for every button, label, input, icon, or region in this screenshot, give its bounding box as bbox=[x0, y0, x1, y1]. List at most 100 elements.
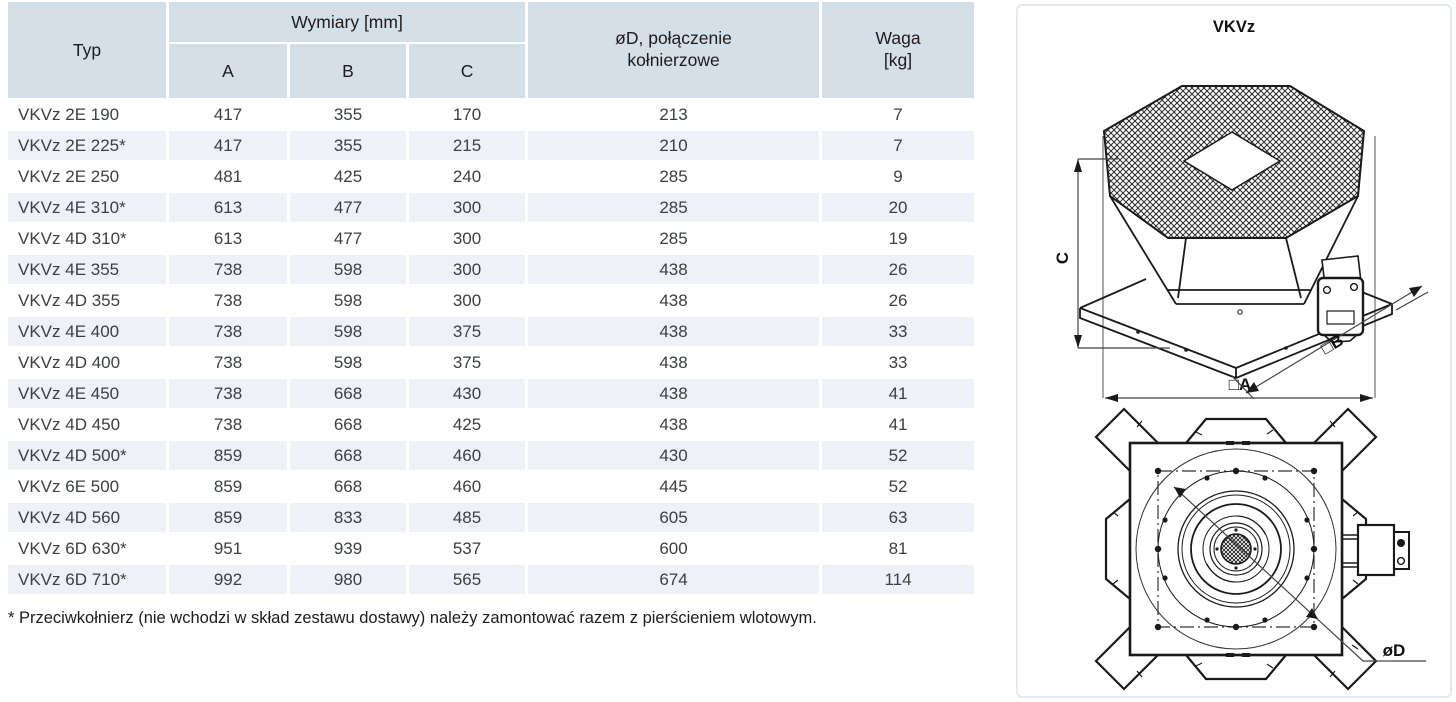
cell-c: 170 bbox=[409, 100, 526, 129]
cell-c: 460 bbox=[409, 441, 526, 470]
table-row: VKVz 4D 450 738 668 425 438 41 bbox=[8, 410, 975, 439]
cell-a: 859 bbox=[169, 472, 287, 501]
cell-waga: 7 bbox=[822, 100, 975, 129]
cell-c: 300 bbox=[409, 255, 526, 284]
cell-typ: VKVz 2E 250 bbox=[8, 162, 166, 191]
cell-waga: 52 bbox=[822, 472, 975, 501]
cell-typ: VKVz 4D 310* bbox=[8, 224, 166, 253]
cell-a: 417 bbox=[169, 100, 287, 129]
base-plate bbox=[1079, 276, 1393, 379]
cell-typ: VKVz 4E 450 bbox=[8, 379, 166, 408]
cell-waga: 26 bbox=[822, 255, 975, 284]
cell-a: 613 bbox=[169, 193, 287, 222]
dim-label-c: C bbox=[1053, 252, 1072, 264]
table-row: VKVz 6E 500 859 668 460 445 52 bbox=[8, 472, 975, 501]
cell-a: 738 bbox=[169, 348, 287, 377]
cell-d: 438 bbox=[528, 255, 820, 284]
cell-waga: 114 bbox=[822, 565, 975, 594]
drawing-panel: VKVz bbox=[1016, 4, 1452, 698]
table-row: VKVz 4D 500* 859 668 460 430 52 bbox=[8, 441, 975, 470]
drawing-title: VKVz bbox=[1212, 18, 1256, 36]
cell-a: 992 bbox=[169, 565, 287, 594]
cell-b: 355 bbox=[290, 131, 406, 160]
cell-typ: VKVz 4E 310* bbox=[8, 193, 166, 222]
cell-b: 477 bbox=[290, 193, 406, 222]
cell-waga: 41 bbox=[822, 410, 975, 439]
cell-d: 438 bbox=[528, 348, 820, 377]
cell-a: 613 bbox=[169, 224, 287, 253]
table-row: VKVz 6D 710* 992 980 565 674 114 bbox=[8, 565, 975, 594]
flange-diameter-label: øD, połączenie kołnierzowe bbox=[615, 28, 732, 70]
col-header-a: A bbox=[169, 44, 287, 98]
junction-box bbox=[1316, 255, 1365, 343]
table-row: VKVz 4E 310* 613 477 300 285 20 bbox=[8, 193, 975, 222]
hub-screws bbox=[1215, 528, 1257, 570]
cell-d: 285 bbox=[528, 162, 820, 191]
cell-d: 438 bbox=[528, 286, 820, 315]
table-row: VKVz 4D 560 859 833 485 605 63 bbox=[8, 503, 975, 532]
isometric-view-drawing: C □A □B bbox=[1053, 85, 1429, 402]
cell-waga: 7 bbox=[822, 131, 975, 160]
dimensions-table-section: Typ Wymiary [mm] øD, połączenie kołnierz… bbox=[5, 0, 980, 628]
plan-junction-box bbox=[1342, 523, 1410, 577]
table-row: VKVz 4D 400 738 598 375 438 33 bbox=[8, 348, 975, 377]
motor-hub bbox=[1220, 533, 1252, 565]
cell-b: 425 bbox=[290, 162, 406, 191]
cell-b: 598 bbox=[290, 286, 406, 315]
cell-typ: VKVz 4D 450 bbox=[8, 410, 166, 439]
cell-waga: 33 bbox=[822, 348, 975, 377]
fan-body bbox=[1109, 195, 1359, 305]
cell-c: 375 bbox=[409, 348, 526, 377]
cell-waga: 52 bbox=[822, 441, 975, 470]
cell-a: 738 bbox=[169, 317, 287, 346]
cell-d: 600 bbox=[528, 534, 820, 563]
cell-d: 213 bbox=[528, 100, 820, 129]
c-dimension: C bbox=[1053, 158, 1170, 349]
cell-c: 485 bbox=[409, 503, 526, 532]
plan-view-drawing: øD bbox=[1094, 407, 1426, 691]
cell-typ: VKVz 4E 400 bbox=[8, 317, 166, 346]
cell-c: 300 bbox=[409, 224, 526, 253]
dimensions-table: Typ Wymiary [mm] øD, połączenie kołnierz… bbox=[5, 0, 977, 596]
dim-label-d: øD bbox=[1383, 641, 1406, 660]
cell-d: 210 bbox=[528, 131, 820, 160]
cell-a: 481 bbox=[169, 162, 287, 191]
cell-typ: VKVz 4E 355 bbox=[8, 255, 166, 284]
cell-typ: VKVz 6D 630* bbox=[8, 534, 166, 563]
cell-typ: VKVz 4D 400 bbox=[8, 348, 166, 377]
cell-typ: VKVz 4D 500* bbox=[8, 441, 166, 470]
col-header-flange-diameter: øD, połączenie kołnierzowe bbox=[528, 2, 820, 98]
cell-waga: 26 bbox=[822, 286, 975, 315]
cell-a: 738 bbox=[169, 379, 287, 408]
cell-typ: VKVz 4D 355 bbox=[8, 286, 166, 315]
cell-typ: VKVz 6D 710* bbox=[8, 565, 166, 594]
cell-b: 477 bbox=[290, 224, 406, 253]
table-row: VKVz 4E 400 738 598 375 438 33 bbox=[8, 317, 975, 346]
cell-c: 300 bbox=[409, 286, 526, 315]
cell-d: 445 bbox=[528, 472, 820, 501]
table-row: VKVz 4E 355 738 598 300 438 26 bbox=[8, 255, 975, 284]
cell-waga: 81 bbox=[822, 534, 975, 563]
cell-c: 565 bbox=[409, 565, 526, 594]
cell-typ: VKVz 2E 225* bbox=[8, 131, 166, 160]
cell-waga: 33 bbox=[822, 317, 975, 346]
outer-circle bbox=[1135, 448, 1337, 650]
col-header-b: B bbox=[290, 44, 406, 98]
cell-d: 438 bbox=[528, 410, 820, 439]
cell-b: 668 bbox=[290, 410, 406, 439]
cell-waga: 41 bbox=[822, 379, 975, 408]
cell-b: 833 bbox=[290, 503, 406, 532]
table-footnote: * Przeciwkołnierz (nie wchodzi w skład z… bbox=[8, 609, 817, 627]
cell-a: 738 bbox=[169, 255, 287, 284]
cell-a: 859 bbox=[169, 441, 287, 470]
cell-waga: 20 bbox=[822, 193, 975, 222]
cell-c: 430 bbox=[409, 379, 526, 408]
cell-b: 980 bbox=[290, 565, 406, 594]
col-header-weight: Waga [kg] bbox=[822, 2, 975, 98]
cell-d: 285 bbox=[528, 193, 820, 222]
cell-c: 240 bbox=[409, 162, 526, 191]
cell-b: 355 bbox=[290, 100, 406, 129]
cell-b: 598 bbox=[290, 255, 406, 284]
cell-b: 668 bbox=[290, 441, 406, 470]
